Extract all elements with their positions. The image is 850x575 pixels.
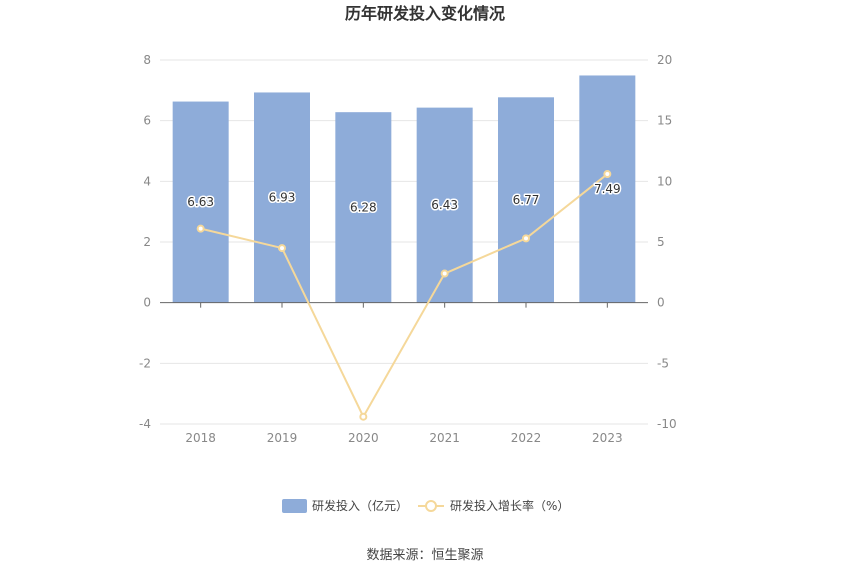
x-tick-label: 2021 — [429, 431, 460, 445]
growth-line-series — [196, 170, 612, 421]
x-axis: 2018 2019 2020 2021 2022 2023 — [160, 302, 648, 445]
y-left-tick-label: -2 — [139, 356, 151, 370]
y-right-tick-label: 15 — [657, 114, 672, 128]
bar — [498, 97, 554, 303]
y-right-tick-label: 10 — [657, 174, 672, 188]
y-left-tick-label: 4 — [143, 174, 151, 188]
y-right-tick-label: 20 — [657, 53, 672, 67]
y-left-tick-label: 6 — [143, 114, 151, 128]
y-right-tick-label: -10 — [657, 417, 677, 431]
line-point — [440, 269, 449, 278]
x-tick-label: 2019 — [267, 431, 298, 445]
line-point — [278, 244, 286, 253]
y-right-tick-label: 0 — [657, 296, 665, 310]
bar — [172, 101, 229, 303]
y-axis-left: 8 6 4 2 0 -2 -4 — [139, 53, 151, 431]
bar — [254, 92, 310, 303]
bar-data-label: 6.28 — [350, 200, 377, 214]
grid-lines — [160, 59, 648, 425]
y-right-tick-label: 5 — [657, 235, 665, 249]
bar-data-label: 7.49 — [594, 182, 621, 196]
legend[interactable]: 研发投入（亿元） 研发投入增长率（%） — [282, 498, 569, 513]
chart-title: 历年研发投入变化情况 — [345, 4, 505, 23]
x-tick-label: 2023 — [592, 431, 623, 445]
x-tick-label: 2020 — [348, 431, 379, 445]
bar-data-label: 6.43 — [431, 198, 458, 212]
bar-series — [172, 75, 636, 303]
y-right-tick-label: -5 — [657, 356, 669, 370]
x-tick-label: 2018 — [185, 431, 216, 445]
line-point — [603, 170, 612, 179]
bar-data-label: 6.93 — [269, 191, 296, 205]
bar-data-labels: 6.63 6.93 6.28 6.43 6.77 7.49 — [186, 181, 622, 216]
y-axis-right: 20 15 10 5 0 -5 -10 — [657, 53, 677, 431]
legend-swatch-bar[interactable] — [282, 499, 307, 513]
y-left-tick-label: 8 — [143, 53, 151, 67]
y-left-tick-label: 0 — [143, 296, 151, 310]
legend-label-line[interactable]: 研发投入增长率（%） — [450, 498, 569, 513]
growth-line — [200, 173, 608, 419]
legend-swatch-line-marker[interactable] — [425, 500, 437, 512]
x-tick-label: 2022 — [511, 431, 542, 445]
bar-data-label: 6.63 — [187, 195, 214, 209]
source-note: 数据来源：恒生聚源 — [366, 548, 483, 563]
y-left-tick-label: -4 — [139, 417, 151, 431]
bar — [335, 112, 392, 303]
legend-label-bar[interactable]: 研发投入（亿元） — [312, 498, 408, 513]
line-point — [359, 412, 368, 421]
line-point — [196, 224, 205, 233]
y-left-tick-label: 2 — [143, 235, 151, 249]
line-point — [522, 234, 530, 243]
bar-data-label: 6.77 — [513, 193, 540, 207]
